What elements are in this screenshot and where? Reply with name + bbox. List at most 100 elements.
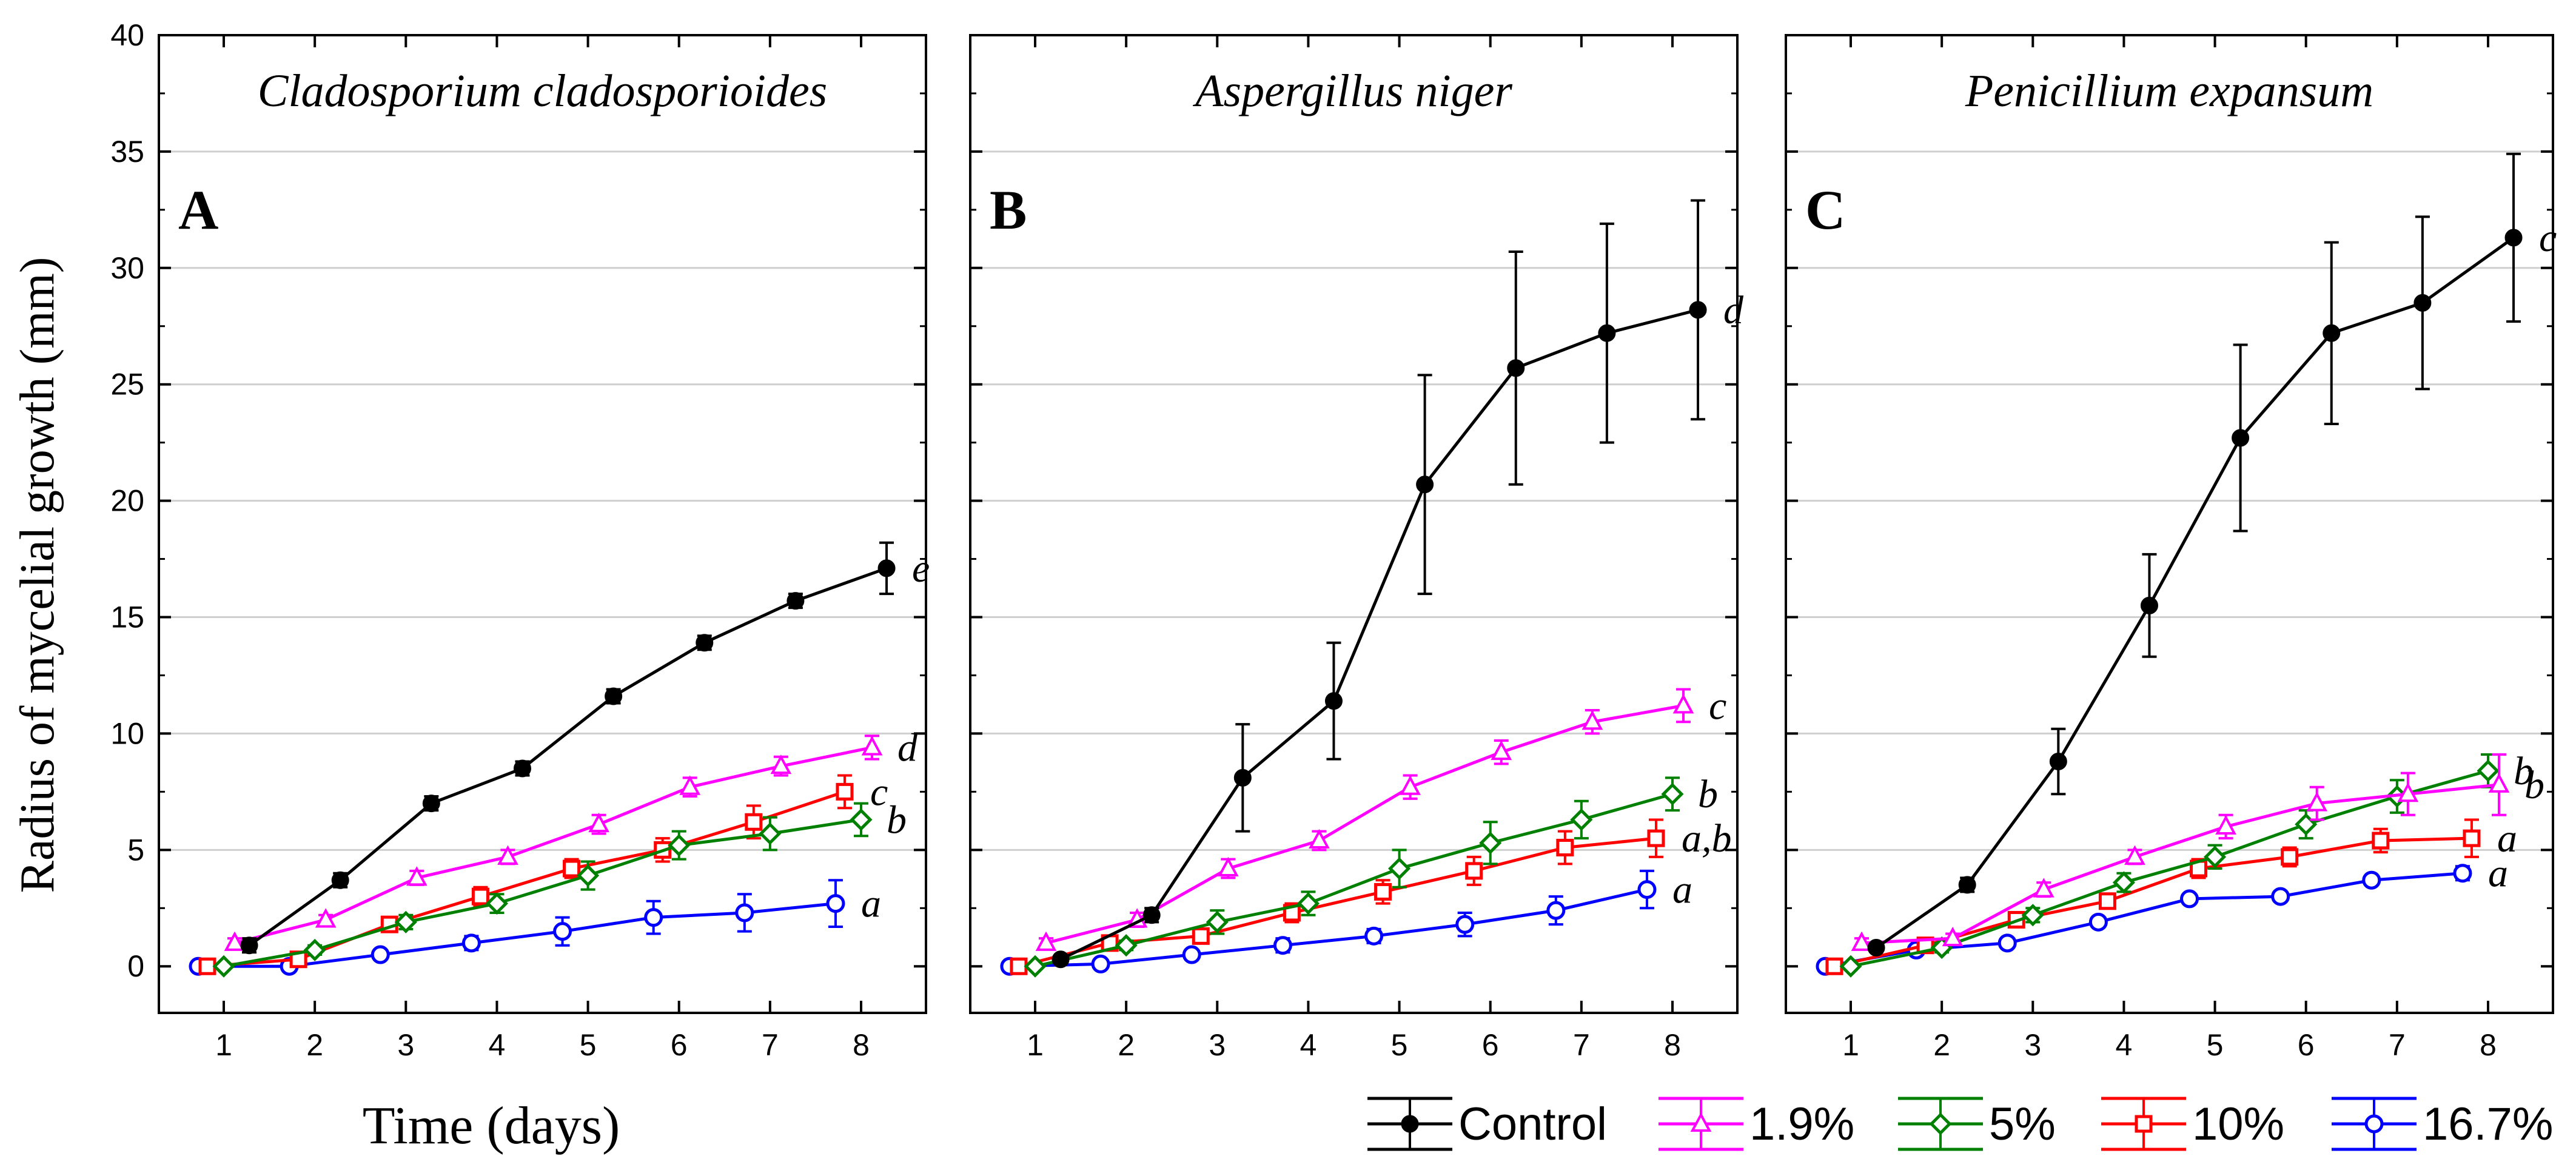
data-point	[198, 957, 216, 975]
group-letter: c	[870, 770, 888, 814]
data-point	[2271, 887, 2290, 906]
data-point	[422, 795, 440, 813]
x-tick-label: 1	[215, 1028, 232, 1062]
group-letter: e	[912, 546, 930, 591]
data-point	[371, 945, 390, 964]
x-tick-label: 2	[306, 1028, 323, 1062]
legend-marker	[2364, 1114, 2384, 1134]
data-point	[745, 813, 763, 831]
series-line	[1861, 783, 2500, 945]
data-point	[1556, 838, 1574, 856]
data-point	[1672, 694, 1694, 714]
data-point	[577, 864, 600, 887]
legend-label: 1.9%	[1749, 1098, 1854, 1150]
data-point	[331, 871, 349, 889]
series-10: a	[1825, 816, 2517, 975]
legend-item-1-9: 1.9%	[1659, 1097, 1854, 1151]
group-letter: a	[861, 882, 881, 926]
data-point	[2323, 324, 2341, 342]
data-point	[1598, 324, 1616, 342]
legend-item-10: 10%	[2101, 1097, 2284, 1151]
legend-marker	[1690, 1112, 1712, 1132]
data-point	[2049, 752, 2067, 770]
data-point	[2281, 848, 2299, 866]
group-letter: b	[887, 798, 907, 842]
data-point	[1637, 880, 1657, 899]
series-16-7: a	[1816, 852, 2508, 976]
data-point	[1192, 927, 1210, 945]
data-point	[1091, 954, 1110, 973]
data-point	[1491, 740, 1512, 761]
data-point	[1465, 862, 1483, 880]
data-point	[224, 931, 246, 951]
data-point	[2180, 889, 2199, 909]
data-point	[2295, 813, 2318, 836]
data-point	[1400, 775, 1421, 795]
data-point	[2397, 782, 2419, 802]
data-point	[240, 936, 258, 955]
y-tick-label: 15	[110, 600, 144, 634]
data-point	[406, 866, 428, 886]
y-tick-label: 10	[110, 716, 144, 750]
data-point	[1052, 950, 1070, 969]
legend-marker	[2135, 1115, 2153, 1133]
legend-marker	[1401, 1115, 1419, 1133]
data-point	[1273, 936, 1292, 955]
data-point	[1024, 955, 1047, 978]
data-point	[2124, 845, 2145, 865]
data-point	[1455, 915, 1475, 934]
data-point	[1689, 301, 1707, 319]
data-point	[2112, 871, 2135, 894]
data-point	[2372, 832, 2390, 850]
data-point	[1296, 892, 1320, 915]
data-point	[850, 808, 873, 831]
data-point	[2453, 864, 2472, 883]
data-point	[2504, 229, 2523, 247]
y-tick-label: 0	[127, 949, 144, 983]
series-line	[223, 818, 862, 968]
data-point	[497, 845, 518, 865]
legend-item-control: Control	[1367, 1097, 1607, 1151]
data-point	[2232, 429, 2250, 447]
panel-b: 1 2 3 4 5 6 7 8 Aspergillus niger Ba a,bbc d	[969, 34, 1744, 1062]
data-point	[787, 592, 805, 610]
y-axis-label: Radius of mycelial growth (mm)	[11, 257, 64, 893]
data-point	[471, 887, 489, 906]
data-point	[485, 892, 508, 915]
series-line	[1035, 792, 1673, 968]
data-point	[394, 910, 417, 933]
data-point	[1570, 808, 1593, 831]
x-tick-label: 1	[1842, 1028, 1859, 1062]
data-point	[759, 822, 782, 845]
panel-letter: A	[178, 179, 218, 241]
legend-marker	[1929, 1112, 1952, 1135]
data-point	[2463, 829, 2481, 847]
series-1-9: c	[1035, 684, 1726, 951]
data-point	[2088, 912, 2108, 932]
data-point	[1233, 768, 1252, 787]
data-point	[563, 859, 581, 878]
group-letter: d	[1723, 288, 1744, 332]
group-letter: b	[2514, 749, 2534, 793]
data-point	[2021, 904, 2044, 927]
data-point	[461, 933, 481, 953]
x-tick-label: 3	[2024, 1028, 2041, 1062]
y-tick-label: 5	[127, 833, 144, 867]
data-point	[588, 812, 609, 833]
panel-title: Penicillium expansum	[1965, 66, 2373, 116]
data-point	[2413, 294, 2432, 312]
data-point	[1388, 857, 1411, 880]
data-point	[1416, 476, 1434, 494]
series-16-7: a	[1000, 868, 1692, 976]
data-point	[2204, 845, 2227, 869]
panel-letter: B	[990, 179, 1027, 241]
plot-frame	[158, 34, 927, 1014]
x-tick-label: 2	[1118, 1028, 1135, 1062]
data-point	[2098, 892, 2116, 910]
x-tick-label: 5	[2207, 1028, 2224, 1062]
data-point	[1958, 876, 1976, 894]
legend: Control 1.9% 5% 10% 16.7%	[1367, 1097, 2554, 1151]
series-1-9: b	[1851, 753, 2544, 951]
x-tick-label: 4	[489, 1028, 506, 1062]
